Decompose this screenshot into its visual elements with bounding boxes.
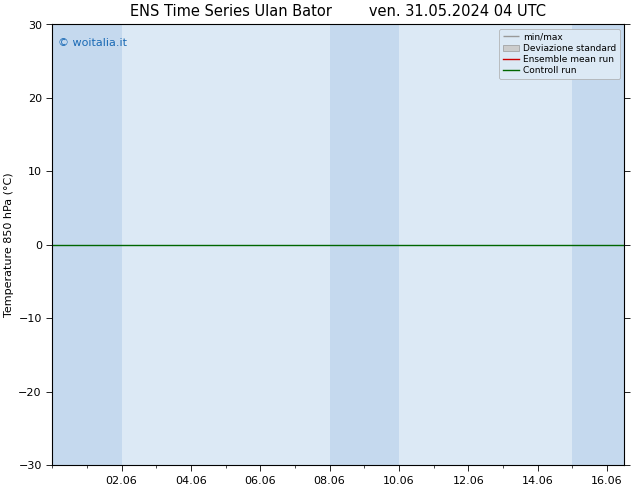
- Y-axis label: Temperature 850 hPa (°C): Temperature 850 hPa (°C): [4, 172, 14, 317]
- Title: ENS Time Series Ulan Bator        ven. 31.05.2024 04 UTC: ENS Time Series Ulan Bator ven. 31.05.20…: [130, 4, 547, 19]
- Text: © woitalia.it: © woitalia.it: [58, 38, 127, 48]
- Bar: [573, 24, 624, 465]
- Bar: [52, 24, 122, 465]
- Bar: [330, 24, 399, 465]
- Legend: min/max, Deviazione standard, Ensemble mean run, Controll run: min/max, Deviazione standard, Ensemble m…: [500, 29, 620, 79]
